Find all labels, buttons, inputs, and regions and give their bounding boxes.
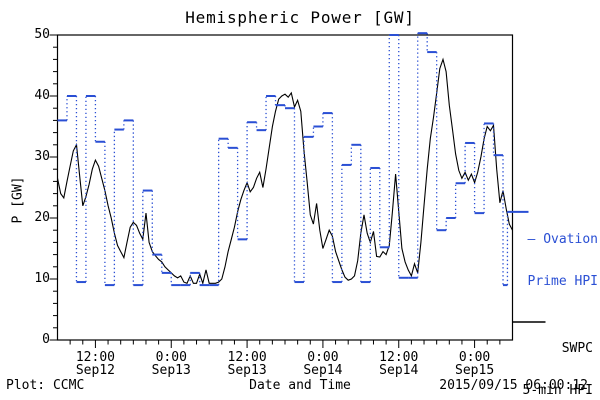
- x-tick-label: 12:00 Sep12: [76, 351, 115, 377]
- x-tick-date: Sep14: [379, 363, 419, 378]
- x-tick-date: Sep14: [303, 363, 343, 378]
- x-tick-label: 0:00 Sep15: [455, 351, 494, 377]
- y-tick-label: 40: [34, 88, 50, 103]
- plot-border: [56, 34, 514, 341]
- legend-swpc-line2: 5-min HPI: [522, 383, 593, 398]
- x-tick-time: 12:00: [227, 350, 267, 365]
- swpc-5min-hpi-line: [56, 57, 513, 286]
- plot-timestamp: 2015/09/15 06:00:12: [439, 378, 588, 393]
- x-tick-date: Sep15: [455, 363, 495, 378]
- legend-ovation-line2: Prime HPI: [527, 274, 598, 289]
- y-tick-label: 0: [42, 332, 50, 347]
- y-tick-label: 30: [34, 149, 50, 164]
- y-tick-label: 50: [34, 27, 50, 42]
- x-tick-date: Sep13: [227, 363, 267, 378]
- x-tick-label: 12:00 Sep14: [379, 351, 418, 377]
- x-tick-time: 0:00: [155, 350, 187, 365]
- x-tick-label: 0:00 Sep13: [152, 351, 191, 377]
- x-tick-label: 12:00 Sep13: [228, 351, 267, 377]
- x-tick-time: 0:00: [307, 350, 339, 365]
- legend-swpc-line1: SWPC: [561, 341, 593, 356]
- legend-swpc-5min-hpi: SWPC 5-min HPI: [523, 314, 593, 400]
- x-tick-date: Sep13: [151, 363, 191, 378]
- y-tick-label: 10: [34, 271, 50, 286]
- x-tick-time: 12:00: [379, 350, 419, 365]
- legend-ovation-prime-hpi: – Ovation Prime HPI: [528, 205, 598, 317]
- y-tick-label: 20: [34, 210, 50, 225]
- legend-ovation-line1: – Ovation: [527, 232, 598, 247]
- x-tick-date: Sep12: [75, 363, 115, 378]
- x-tick-time: 12:00: [75, 350, 115, 365]
- plot-source-label: Plot: CCMC: [6, 378, 85, 393]
- x-tick-label: 0:00 Sep14: [303, 351, 342, 377]
- chart-title: Hemispheric Power [GW]: [185, 8, 415, 27]
- x-tick-time: 0:00: [458, 350, 491, 365]
- x-axis-title: Date and Time: [249, 378, 351, 393]
